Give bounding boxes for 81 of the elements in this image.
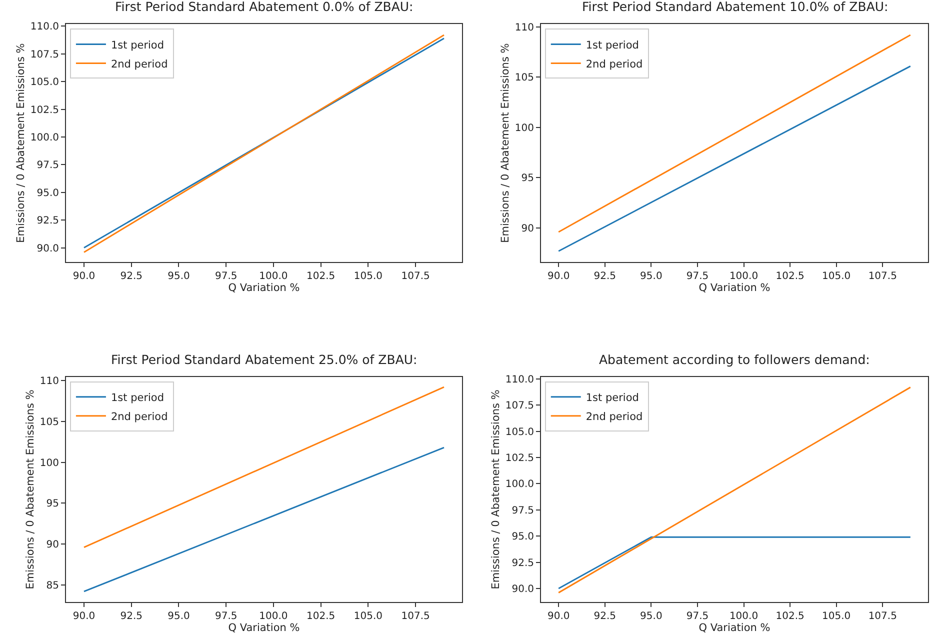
x-axis-title: Q Variation % (698, 622, 770, 634)
y-tick-label: 100.0 (505, 479, 534, 490)
y-tick-label: 105.0 (505, 426, 534, 438)
x-tick-label: 92.5 (594, 611, 616, 622)
y-tick-label: 105 (40, 416, 59, 428)
chart-title: First Period Standard Abatement 0.0% of ZBAU: (115, 0, 414, 14)
y-tick-label: 90.0 (36, 243, 59, 254)
y-tick-label: 102.5 (505, 453, 534, 464)
y-tick-label: 97.5 (512, 505, 534, 516)
x-tick-label: 97.5 (686, 611, 709, 622)
y-tick-label: 90 (46, 540, 59, 551)
legend-label: 1st period (586, 39, 639, 52)
x-axis-title: Q Variation % (228, 622, 300, 634)
y-tick-label: 85 (46, 580, 59, 592)
y-tick-label: 105 (514, 72, 534, 84)
legend-label: 2nd period (586, 410, 643, 423)
x-tick-label: 102.5 (776, 271, 804, 282)
x-tick-label: 105.0 (354, 271, 383, 282)
y-tick-label: 92.5 (512, 558, 534, 569)
x-tick-label: 100.0 (259, 611, 288, 622)
x-tick-label: 97.5 (686, 271, 709, 282)
x-tick-label: 97.5 (214, 271, 238, 282)
y-axis-title: Emissions / 0 Abatement Emissions % (500, 43, 512, 243)
x-tick-label: 100.0 (729, 611, 758, 622)
x-tick-label: 90.0 (547, 611, 570, 622)
legend-label: 2nd period (110, 58, 168, 70)
legend-label: 2nd period (110, 410, 168, 423)
x-tick-label: 92.5 (120, 611, 143, 622)
x-tick-label: 107.5 (868, 271, 897, 282)
x-tick-label: 90.0 (72, 271, 96, 282)
x-tick-label: 105.0 (822, 611, 851, 622)
legend-label: 2nd period (586, 58, 643, 70)
x-tick-label: 95.0 (168, 611, 190, 622)
x-tick-label: 100.0 (259, 271, 288, 282)
x-tick-label: 102.5 (776, 611, 804, 622)
x-tick-label: 105.0 (822, 271, 851, 282)
y-tick-label: 110.0 (30, 22, 59, 33)
chart-title: Abatement according to followers demand: (599, 352, 870, 367)
x-tick-label: 100.0 (729, 271, 758, 282)
legend-label: 1st period (110, 39, 164, 52)
y-axis-title: Emissions / 0 Abatement Emissions % (490, 390, 502, 590)
y-tick-label: 100 (514, 122, 534, 134)
y-axis-title: Emissions / 0 Abatement Emissions % (24, 390, 37, 590)
y-tick-label: 110 (40, 376, 59, 388)
x-tick-label: 107.5 (401, 611, 430, 622)
x-tick-label: 95.0 (640, 611, 662, 622)
legend-label: 1st period (110, 392, 164, 404)
x-tick-label: 107.5 (868, 611, 897, 622)
y-tick-label: 97.5 (36, 160, 59, 172)
y-tick-label: 107.5 (30, 49, 59, 60)
y-tick-label: 92.5 (36, 216, 59, 227)
x-tick-label: 90.0 (72, 611, 96, 622)
x-tick-label: 95.0 (168, 271, 190, 282)
x-axis-title: Q Variation % (698, 282, 770, 294)
x-tick-label: 92.5 (594, 271, 616, 282)
x-axis-title: Q Variation % (228, 282, 300, 294)
y-tick-label: 100.0 (30, 132, 59, 144)
y-tick-label: 105.0 (30, 77, 59, 88)
y-tick-label: 90 (521, 224, 534, 234)
y-tick-label: 90.0 (512, 584, 534, 595)
y-tick-label: 110.0 (505, 374, 534, 386)
y-tick-label: 95.0 (36, 188, 59, 199)
y-tick-label: 100 (40, 458, 59, 469)
x-tick-label: 95.0 (640, 271, 662, 282)
x-tick-label: 102.5 (306, 271, 336, 282)
y-tick-label: 95 (521, 173, 534, 184)
x-tick-label: 92.5 (120, 271, 143, 282)
chart-title: First Period Standard Abatement 25.0% of ZBAU: (111, 352, 418, 367)
x-tick-label: 97.5 (214, 611, 238, 622)
y-tick-label: 110 (514, 22, 534, 34)
legend-label: 1st period (586, 392, 639, 404)
y-axis-title: Emissions / 0 Abatement Emissions % (15, 43, 28, 243)
chart-title: First Period Standard Abatement 10.0% of ZBAU: (582, 0, 888, 14)
y-tick-label: 102.5 (30, 104, 59, 116)
y-tick-label: 95.0 (512, 532, 534, 543)
x-tick-label: 105.0 (354, 611, 383, 622)
y-tick-label: 95 (46, 498, 59, 510)
x-tick-label: 102.5 (306, 611, 336, 622)
x-tick-label: 90.0 (547, 271, 570, 282)
x-tick-label: 107.5 (401, 271, 430, 282)
y-tick-label: 107.5 (505, 400, 534, 412)
